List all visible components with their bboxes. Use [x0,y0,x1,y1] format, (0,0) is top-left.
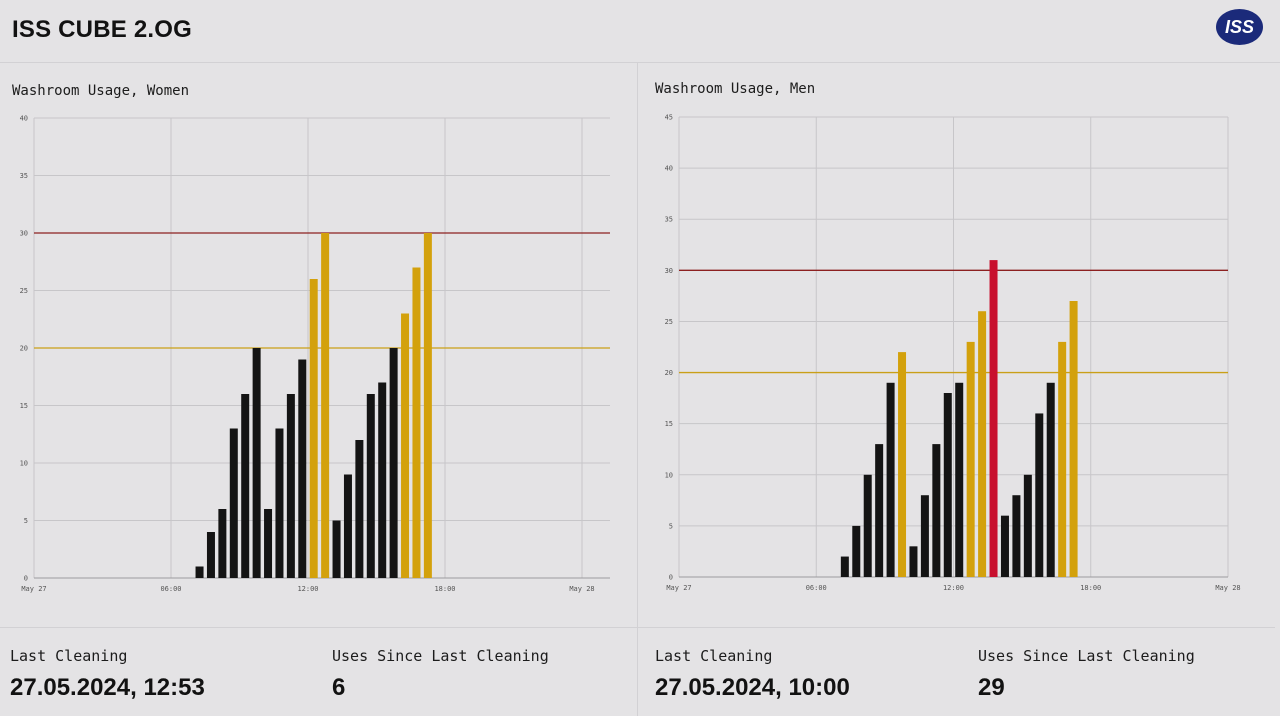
usage-bar [909,546,918,577]
usage-bar [989,260,998,577]
usage-bar [343,474,352,578]
usage-bar [852,525,861,577]
usage-bar [275,428,284,578]
header-bar: ISS CUBE 2.OG ISS [0,0,1280,63]
x-tick-label: 18:00 [434,585,455,593]
y-tick-label: 35 [665,216,673,224]
usage-bar [321,233,330,578]
usage-bar [264,509,273,578]
y-tick-label: 10 [20,460,28,468]
y-tick-label: 15 [20,402,28,410]
y-tick-label: 40 [20,115,28,123]
y-tick-label: 20 [665,369,673,377]
usage-bar [920,495,929,577]
x-tick-label: May 27 [21,585,46,593]
usage-bar [1069,301,1078,577]
y-tick-label: 0 [669,574,673,582]
y-tick-label: 40 [665,165,673,173]
app-title: ISS CUBE 2.OG [12,16,192,43]
y-tick-label: 5 [24,517,28,525]
y-tick-label: 0 [24,575,28,583]
usage-bar [1000,515,1009,577]
logo-text: ISS [1225,17,1254,37]
y-tick-label: 35 [20,172,28,180]
men-panel: Washroom Usage, Men 0 5 10 15 20 25 30 35 40 45 Ma… [637,63,1275,627]
x-tick-label: 12:00 [943,584,964,592]
men-last-cleaning-value: 27.05.2024, 10:00 [655,674,850,701]
usage-bar [195,566,204,578]
y-tick-label: 45 [665,114,673,122]
usage-bar [366,394,375,578]
usage-bar [355,440,364,578]
usage-bar [932,444,941,577]
usage-bar [252,348,261,578]
women-usage-chart: 0 5 10 15 20 25 30 35 40 May 27 06:00 12:00 18:00 May… [20,115,610,593]
usage-bar [412,267,421,578]
usage-bar [423,233,432,578]
women-uses-label: Uses Since Last Cleaning [332,647,549,665]
usage-bar [898,352,907,577]
usage-bar [298,359,307,578]
usage-bar [840,556,849,577]
y-tick-label: 15 [665,420,673,428]
x-tick-label: May 28 [569,585,594,593]
usage-bar [378,382,387,578]
men-usage-chart: 0 5 10 15 20 25 30 35 40 45 May 27 06:00 12:00 18:00 M… [665,114,1241,593]
usage-bar [286,394,295,578]
usage-bar [241,394,250,578]
usage-bar [978,311,987,577]
y-tick-label: 5 [669,522,673,530]
usage-bar [218,509,227,578]
y-tick-label: 10 [665,471,673,479]
usage-bar [332,520,341,578]
women-panel: Washroom Usage, Women 0 5 10 15 20 25 30 35 40 Ma… [0,63,637,627]
usage-bar [206,532,215,578]
men-footer: Last Cleaning 27.05.2024, 10:00 Uses Sin… [637,627,1275,716]
men-last-cleaning-label: Last Cleaning [655,647,773,665]
y-tick-label: 25 [20,287,28,295]
usage-bar [229,428,238,578]
x-tick-label: May 27 [666,584,691,592]
usage-bar [401,313,410,578]
usage-bar [389,348,398,578]
women-uses-value: 6 [332,674,346,701]
women-last-cleaning-value: 27.05.2024, 12:53 [10,674,205,701]
women-last-cleaning-label: Last Cleaning [10,647,128,665]
usage-bar [1058,341,1067,577]
men-uses-value: 29 [978,674,1005,701]
x-tick-label: 12:00 [297,585,318,593]
usage-bar [966,341,975,577]
x-tick-label: May 28 [1215,584,1240,592]
men-uses-label: Uses Since Last Cleaning [978,647,1195,665]
men-chart-title: Washroom Usage, Men [655,81,816,97]
usage-bar [886,382,895,577]
iss-logo-icon: ISS [1216,9,1263,45]
y-tick-label: 20 [20,345,28,353]
usage-bar [863,474,872,577]
women-chart-title: Washroom Usage, Women [12,83,190,99]
y-tick-label: 30 [665,267,673,275]
usage-bar [875,444,884,577]
x-tick-label: 06:00 [160,585,181,593]
usage-bar [1012,495,1021,577]
usage-bar [309,279,318,578]
usage-bar [1023,474,1032,577]
usage-bar [955,382,964,577]
y-tick-label: 30 [20,230,28,238]
women-footer: Last Cleaning 27.05.2024, 12:53 Uses Sin… [0,627,637,716]
usage-bar [1035,413,1044,577]
usage-bar [943,393,952,577]
usage-bar [1046,382,1055,577]
x-tick-label: 06:00 [806,584,827,592]
y-tick-label: 25 [665,318,673,326]
x-tick-label: 18:00 [1080,584,1101,592]
